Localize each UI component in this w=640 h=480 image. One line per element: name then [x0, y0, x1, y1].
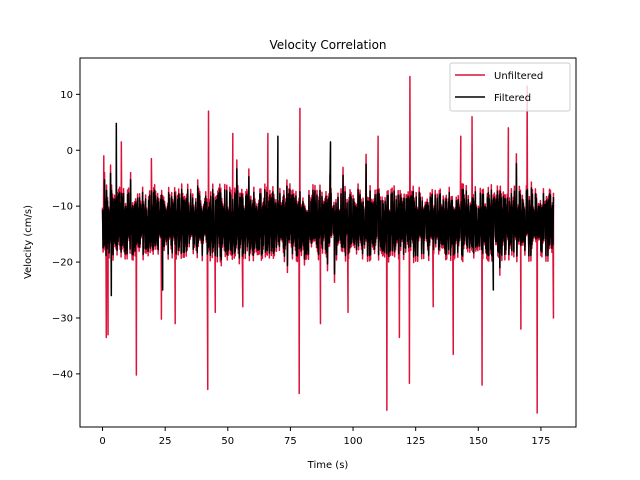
- legend: Unfiltered Filtered: [449, 62, 571, 112]
- y-tick-label: −30: [52, 313, 73, 324]
- x-tick-label: 50: [221, 436, 234, 447]
- y-tick-label: −20: [52, 258, 73, 269]
- x-axis-title: Time (s): [307, 460, 349, 471]
- legend-label-filtered: Filtered: [494, 93, 531, 104]
- x-tick-label: 150: [469, 436, 488, 447]
- x-tick-label: 75: [284, 436, 297, 447]
- x-tick-label: 125: [406, 436, 425, 447]
- x-axis: 0 25 50 75 100 125 150 175: [99, 427, 550, 447]
- y-tick-label: −40: [52, 369, 73, 380]
- x-tick-label: 0: [99, 436, 105, 447]
- legend-label-unfiltered: Unfiltered: [494, 71, 543, 82]
- series-layer: [101, 75, 555, 414]
- x-tick-label: 100: [344, 436, 363, 447]
- y-axis-title: Velocity (cm/s): [23, 205, 34, 279]
- series-line-filtered: [101, 122, 555, 297]
- plot-area-frame: [79, 57, 577, 428]
- y-tick-label: 0: [67, 146, 73, 157]
- y-tick-label: −10: [52, 202, 73, 213]
- x-tick-label: 25: [159, 436, 172, 447]
- chart-title: Velocity Correlation: [269, 38, 386, 52]
- x-tick-label: 175: [531, 436, 550, 447]
- y-tick-label: 10: [60, 90, 73, 101]
- y-axis: 10 0 −10 −20 −30 −40: [52, 90, 80, 380]
